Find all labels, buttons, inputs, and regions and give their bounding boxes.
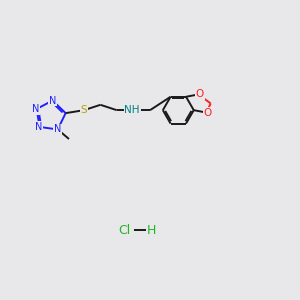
Text: NH: NH	[124, 105, 140, 115]
Text: N: N	[49, 95, 56, 106]
Text: S: S	[81, 105, 87, 115]
Text: H: H	[147, 224, 156, 237]
Text: N: N	[54, 124, 62, 134]
Text: O: O	[204, 107, 212, 118]
Text: O: O	[196, 89, 204, 99]
Text: N: N	[32, 104, 39, 114]
Text: N: N	[35, 122, 42, 132]
Text: Cl: Cl	[118, 224, 131, 237]
